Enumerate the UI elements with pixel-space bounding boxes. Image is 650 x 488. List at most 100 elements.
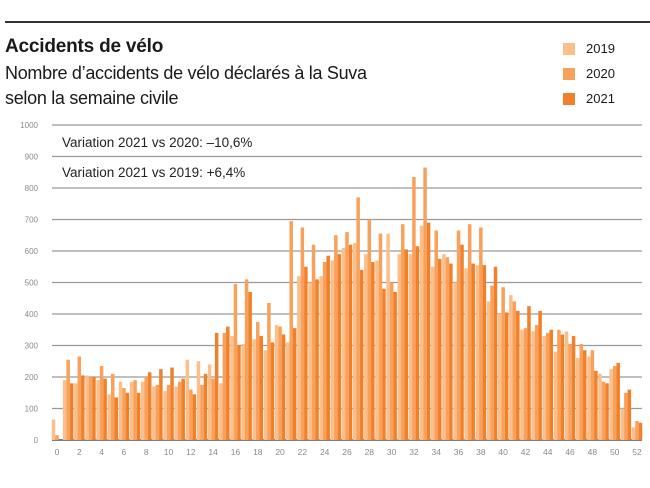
- y-tick-label: 400: [25, 310, 39, 319]
- bar-2020-week-0: [55, 435, 59, 440]
- x-tick-label: 2: [77, 447, 82, 457]
- bar-2019-week-5: [107, 394, 112, 440]
- bar-2019-week-35: [442, 254, 446, 440]
- x-tick-label: 12: [186, 447, 196, 457]
- bar-2021-week-17: [248, 291, 252, 440]
- bar-2020-week-27: [356, 197, 360, 440]
- bar-2020-week-2: [77, 356, 82, 440]
- legend-label-2021: 2021: [586, 91, 615, 106]
- bar-2021-week-31: [404, 249, 409, 440]
- x-tick-label: 24: [320, 447, 330, 457]
- legend-item-2021: 2021: [563, 86, 615, 111]
- bar-2021-week-10: [170, 367, 174, 440]
- y-tick-label: 300: [25, 342, 39, 351]
- y-tick-label: 200: [25, 373, 39, 382]
- bar-2020-week-39: [490, 285, 494, 440]
- bar-2021-week-23: [315, 279, 319, 440]
- bar-2019-week-44: [542, 336, 547, 440]
- bar-2020-week-36: [456, 230, 461, 440]
- bar-2020-week-31: [401, 224, 405, 440]
- x-tick-label: 26: [342, 447, 352, 457]
- bar-2021-week-9: [159, 369, 163, 441]
- bar-2021-week-18: [259, 336, 264, 440]
- bar-2020-week-10: [166, 384, 171, 441]
- bar-2020-week-42: [523, 328, 528, 440]
- x-tick-label: 46: [565, 447, 575, 457]
- bar-2019-week-13: [196, 361, 201, 440]
- x-tick-label: 16: [231, 447, 241, 457]
- bar-2021-week-21: [292, 328, 297, 440]
- bar-2019-week-27: [352, 243, 357, 441]
- y-tick-label: 600: [25, 247, 39, 256]
- bar-2021-week-27: [359, 269, 364, 440]
- bar-2019-week-36: [453, 282, 457, 440]
- bar-2021-week-11: [181, 378, 185, 440]
- bar-2020-week-8: [144, 377, 148, 440]
- x-tick-label: 38: [476, 447, 486, 457]
- bar-2021-week-22: [304, 266, 308, 440]
- top-rule: [5, 21, 650, 23]
- bar-2020-week-47: [579, 343, 583, 440]
- bar-2019-week-45: [553, 351, 558, 440]
- bar-2021-week-36: [460, 244, 464, 440]
- bar-2020-week-29: [378, 233, 383, 440]
- bar-2020-week-14: [211, 378, 215, 440]
- annotation-variation-2020: Variation 2021 vs 2020: –10,6%: [62, 135, 256, 150]
- bar-2019-week-33: [419, 225, 424, 440]
- bar-2019-week-50: [609, 369, 613, 441]
- bar-2020-week-35: [445, 257, 450, 440]
- x-tick-label: 52: [632, 447, 642, 457]
- bar-2020-week-28: [367, 219, 372, 440]
- x-tick-label: 28: [365, 447, 375, 457]
- bar-2019-week-43: [531, 331, 535, 440]
- bar-2020-week-12: [189, 389, 193, 440]
- legend-label-2019: 2019: [586, 41, 615, 56]
- bar-2020-week-52: [635, 421, 639, 440]
- bar-2021-week-2: [81, 375, 85, 440]
- bar-2019-week-48: [587, 356, 591, 440]
- bar-2019-week-10: [163, 391, 167, 440]
- bar-2019-week-11: [174, 386, 178, 440]
- x-tick-label: 32: [409, 447, 419, 457]
- x-tick-label: 14: [208, 447, 218, 457]
- bar-2019-week-19: [263, 350, 268, 440]
- y-tick-label: 0: [34, 436, 39, 445]
- x-tick-label: 30: [387, 447, 397, 457]
- bar-2021-week-38: [482, 265, 487, 440]
- bar-2021-week-14: [214, 332, 219, 440]
- legend-swatch-2019: [563, 42, 575, 55]
- bar-2021-week-46: [571, 336, 576, 440]
- bar-2021-week-4: [103, 378, 107, 440]
- bar-2020-week-18: [256, 321, 260, 441]
- bar-2019-week-12: [185, 359, 190, 440]
- y-tick-label: 800: [25, 184, 39, 193]
- x-tick-label: 8: [144, 447, 149, 457]
- bar-2019-week-29: [375, 260, 379, 440]
- bar-2019-week-30: [386, 233, 390, 440]
- bar-2020-week-43: [534, 325, 539, 440]
- bar-2021-week-8: [147, 372, 152, 440]
- bar-2019-week-26: [341, 247, 346, 440]
- bar-2020-week-16: [233, 284, 238, 440]
- bar-2021-week-19: [270, 342, 275, 440]
- bar-2020-week-49: [601, 381, 606, 440]
- x-tick-label: 4: [99, 447, 104, 457]
- bar-2019-week-41: [509, 295, 513, 440]
- bar-2021-week-52: [638, 422, 643, 440]
- bar-2021-week-33: [426, 222, 431, 440]
- legend-item-2020: 2020: [563, 61, 615, 86]
- bar-2019-week-39: [486, 301, 491, 440]
- bar-2020-week-20: [278, 326, 282, 440]
- bar-2019-week-1: [62, 380, 67, 440]
- bar-2021-week-24: [326, 255, 330, 440]
- bar-2021-week-45: [560, 334, 565, 440]
- legend-item-2019: 2019: [563, 36, 615, 61]
- bar-2021-week-20: [281, 334, 286, 440]
- bar-2021-week-47: [582, 350, 587, 440]
- bar-2020-week-46: [568, 343, 572, 440]
- bar-2021-week-6: [125, 392, 130, 440]
- bar-2020-week-17: [244, 279, 249, 440]
- bar-2020-week-9: [155, 384, 160, 441]
- bar-2020-week-24: [322, 262, 327, 440]
